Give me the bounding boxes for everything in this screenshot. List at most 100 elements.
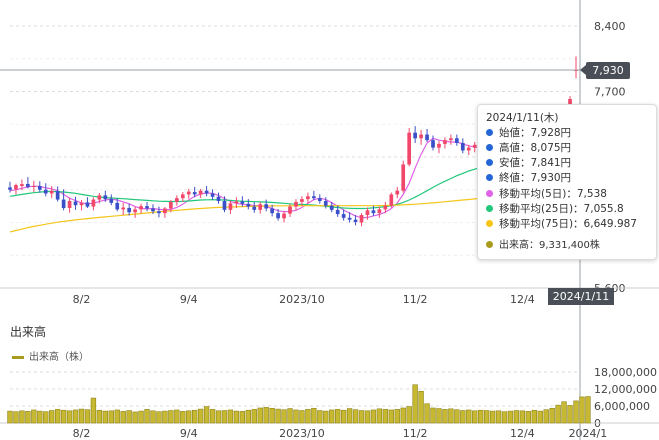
candle-body [133,209,137,213]
tooltip-dot [486,189,493,197]
candle-body [377,209,382,214]
volume-bar [287,408,293,424]
volume-bar [472,410,478,424]
tooltip-dot [486,143,493,151]
tooltip-volume: 出来高：9,331,400株 [499,240,600,251]
candle-body [395,190,400,195]
candle-body [306,196,310,200]
price-tick-label: 8,400 [594,20,626,33]
candle-body [341,214,346,218]
volume-bar [418,390,424,424]
volume-bar [483,410,490,424]
candle-body [443,140,447,144]
candle-body [431,140,435,148]
volume-bar [495,410,502,424]
candle-body [300,199,304,202]
volume-bar [120,411,126,424]
volume-bar [537,410,543,424]
tooltip-dot [486,240,493,248]
x-tick-label: 11/2 [403,293,428,306]
candle-body [240,201,245,204]
candle-body [31,186,36,188]
candle-body [163,208,167,214]
volume-bar [489,410,496,424]
tooltip-low: 安値：7,841円 [499,157,572,169]
candle-body [61,199,66,208]
volume-bar [43,411,49,424]
volume-bar [197,408,204,424]
volume-bar [579,396,585,424]
volume-bar [442,409,448,424]
volume-bar [549,407,555,424]
volume-tick-label: 6,000,000 [594,400,650,413]
volume-bar [335,409,341,424]
volume-tick-label: 12,000,000 [594,383,657,396]
candle-body [151,208,155,212]
candle-body [186,191,191,195]
candle-body [270,208,274,214]
candle-body [121,207,126,210]
volume-bar [388,409,394,424]
candle-body [8,187,12,190]
candle-body [192,192,197,195]
volume-bar [66,410,73,424]
candle-body [419,134,423,139]
candle-body [389,194,394,206]
volume-bar [209,409,216,424]
candle-body [127,207,132,213]
volume-bar [448,408,454,424]
volume-bar [281,409,287,424]
volume-bar [376,408,383,424]
tooltip-dot [486,173,493,181]
volume-bar [49,410,55,424]
volume-bar [430,407,436,424]
volume-bar [346,408,353,424]
candle-body [97,195,102,200]
x-tick-label: 2023/10 [279,293,325,306]
tooltip-row-open: 始値：7,928円 [486,126,571,140]
volume-bar [323,410,329,424]
candle-body [49,190,54,194]
candle-body [85,202,90,207]
volume-bar [78,408,85,424]
candle-body [169,201,173,209]
candle-body [335,209,340,215]
volume-bar [96,409,103,424]
candle-body [43,189,48,194]
volume-bar [186,410,192,424]
volume-bar [436,408,442,424]
crosshair-price-label: 7,930 [580,62,630,79]
volume-bar [239,411,246,424]
candle-body [258,204,263,210]
volume-bar [138,410,144,424]
candle-body [204,190,209,194]
volume-bar [460,410,466,424]
volume-bar [519,410,526,424]
volume-bar [400,407,406,424]
volume-x-tick-label: 8/2 [73,427,91,440]
candle-body [413,132,417,139]
volume-bar [477,409,484,424]
candle-body [234,201,239,204]
volume-bar [507,410,514,424]
data-tooltip: 2024/1/11(木) 始値：7,928円 高値：8,075円 安値：7,84… [477,104,657,260]
tooltip-dot [486,219,493,227]
tooltip-row-close: 終値：7,930円 [486,171,571,185]
candle-body [347,217,352,220]
candle-body [371,210,376,214]
volume-bar [215,410,222,424]
volume-bar [251,409,257,424]
volume-bar [352,409,359,424]
crosshair-date-label: 2024/1/11 [548,288,614,305]
candle-body [73,201,78,206]
volume-bar [555,404,561,424]
volume-legend-label: 出来高（株） [29,352,89,363]
volume-bar [90,397,97,424]
volume-bar [275,408,281,424]
volume-bar [221,410,228,424]
volume-x-tick-label: 12/4 [510,427,535,440]
volume-bar [382,409,389,424]
tooltip-open: 始値：7,928円 [499,127,572,139]
volume-bar [192,409,198,424]
tooltip-dot [486,158,493,166]
